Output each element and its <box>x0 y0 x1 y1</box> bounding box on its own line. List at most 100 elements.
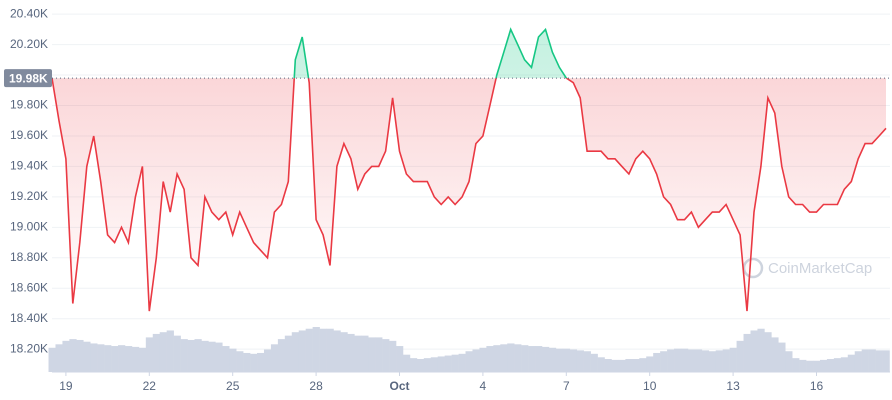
volume-bar <box>319 328 327 372</box>
volume-bar <box>660 351 668 372</box>
volume-bar <box>97 344 105 372</box>
volume-bar <box>521 345 529 372</box>
volume-bar <box>361 335 369 372</box>
x-tick-label: 13 <box>726 379 740 393</box>
volume-bar <box>611 359 619 372</box>
volume-bar <box>312 327 320 372</box>
volume-bar <box>458 353 466 372</box>
volume-bar <box>284 335 293 372</box>
volume-bar <box>806 360 814 372</box>
volume-bar <box>701 350 710 372</box>
volume-bar <box>368 337 376 372</box>
y-tick-label: 19.60K <box>10 128 48 142</box>
volume-bar <box>375 337 383 372</box>
volume-bar <box>486 346 494 372</box>
volume-bar <box>444 355 452 372</box>
volume-bar <box>194 339 202 372</box>
volume-bar <box>792 358 800 372</box>
volume-bar <box>493 345 501 372</box>
volume-bar <box>826 359 835 372</box>
volume-bar <box>868 349 876 372</box>
x-tick-label: 22 <box>143 379 157 393</box>
volume-bar <box>743 333 751 372</box>
area-below <box>52 78 886 312</box>
volume-bar <box>236 351 244 372</box>
y-tick-label: 18.40K <box>10 311 48 325</box>
volume-bar <box>813 360 821 372</box>
volume-bar <box>298 330 306 372</box>
volume-bar <box>771 337 779 372</box>
volume-bar <box>187 339 195 372</box>
volume-bar <box>416 359 425 372</box>
volume-bar <box>333 330 341 372</box>
volume-bar <box>799 359 807 372</box>
volume-bar <box>722 349 730 372</box>
volume-bar <box>465 351 473 372</box>
volume-bar <box>729 347 737 372</box>
volume-bar <box>173 335 181 372</box>
volume-bar <box>472 349 480 372</box>
volume-bar <box>208 341 216 372</box>
volume-bar <box>145 337 154 372</box>
volume-bar <box>423 358 432 372</box>
volume-bar <box>326 328 334 372</box>
volume-bar <box>409 358 418 372</box>
volume-bar <box>583 351 591 372</box>
volume-bar <box>229 348 237 372</box>
x-tick-label: 7 <box>563 379 570 393</box>
volume-bar <box>840 357 849 372</box>
volume-bar <box>243 352 251 372</box>
x-tick-label: 4 <box>480 379 487 393</box>
volume-bar <box>263 349 272 372</box>
volume-bar <box>507 343 515 372</box>
volume-bar <box>715 350 723 372</box>
watermark: CoinMarketCap <box>742 257 872 279</box>
volume-bar <box>222 346 230 372</box>
volume-bar <box>389 340 397 372</box>
volume-bar <box>90 343 98 372</box>
volume-bar <box>437 356 445 372</box>
y-tick-label: 19.00K <box>10 220 48 234</box>
volume-bar <box>528 346 536 372</box>
volume-bar <box>270 344 279 372</box>
y-tick-label: 20.20K <box>10 37 48 51</box>
volume-bar <box>562 348 571 372</box>
volume-bar <box>180 339 188 372</box>
x-tick-label: 25 <box>226 379 240 393</box>
volume-bar <box>674 348 682 372</box>
volume-bar <box>541 346 550 372</box>
volume-bar <box>396 346 404 372</box>
volume-bar <box>83 341 91 372</box>
baseline-label: 19.98K <box>9 71 48 85</box>
volume-bar <box>111 346 119 372</box>
volume-bar <box>736 340 744 372</box>
volume-bar <box>819 359 828 372</box>
volume-bar <box>55 344 63 372</box>
volume-bar <box>451 354 459 372</box>
volume-bar <box>854 351 862 372</box>
volume-bar <box>833 358 842 372</box>
y-tick-label: 19.40K <box>10 159 48 173</box>
volume-bar <box>604 359 612 372</box>
volume-bar <box>847 354 856 372</box>
volume-bar <box>166 330 174 372</box>
volume-bar <box>257 352 265 372</box>
volume-bar <box>354 335 362 372</box>
y-tick-label: 18.60K <box>10 280 48 294</box>
volume-bar <box>778 342 786 372</box>
volume-bar <box>639 358 647 372</box>
volume-bar <box>62 340 70 372</box>
volume-bar <box>667 349 675 372</box>
volume-bar <box>347 333 355 372</box>
x-tick-label: Oct <box>389 379 409 393</box>
volume-bar <box>118 345 126 372</box>
volume-bar <box>548 347 557 372</box>
y-tick-label: 19.20K <box>10 189 48 203</box>
volume-bar <box>576 350 584 372</box>
volume-bar <box>500 344 508 372</box>
volume-bar <box>159 332 167 372</box>
volume-bar <box>764 332 772 372</box>
volume-bar <box>479 347 487 372</box>
volume-bar <box>750 330 758 372</box>
